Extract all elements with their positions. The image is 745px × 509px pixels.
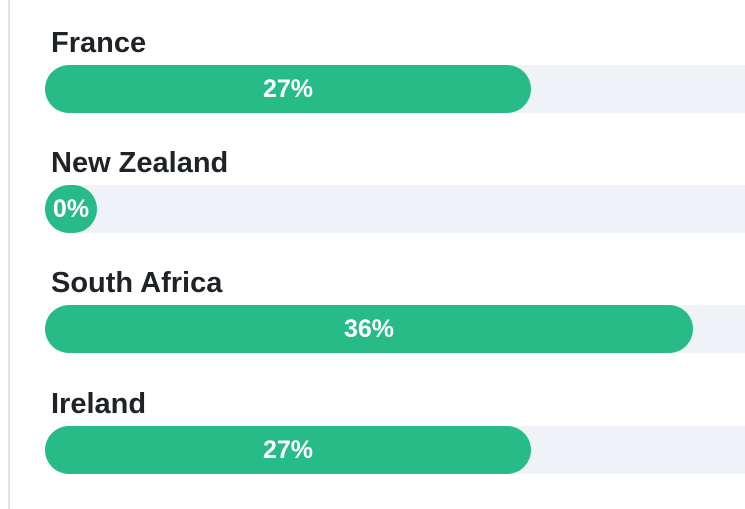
left-divider	[8, 0, 10, 509]
result-bar-fill: 27%	[45, 426, 531, 474]
option-label: France	[51, 27, 147, 59]
poll-option-ireland: Ireland 27%	[45, 361, 745, 481]
percent-label: 0%	[52, 194, 90, 223]
option-label: Ireland	[51, 388, 147, 420]
option-label: South Africa	[51, 267, 223, 299]
percent-label: 27%	[262, 74, 314, 103]
result-bar-fill: 0%	[45, 185, 97, 233]
result-bar-fill: 27%	[45, 65, 531, 113]
poll-option-south-africa: South Africa 36%	[45, 240, 745, 360]
poll-option-france: France 27%	[45, 0, 745, 120]
result-bar-track: 0%	[45, 185, 745, 233]
result-bar-track: 27%	[45, 426, 745, 474]
result-bar-fill: 36%	[45, 305, 693, 353]
result-bar-track: 36%	[45, 305, 745, 353]
option-label: New Zealand	[51, 147, 229, 179]
result-bar-track: 27%	[45, 65, 745, 113]
percent-label: 36%	[343, 314, 395, 343]
percent-label: 27%	[262, 435, 314, 464]
poll-option-new-zealand: New Zealand 0%	[45, 120, 745, 240]
